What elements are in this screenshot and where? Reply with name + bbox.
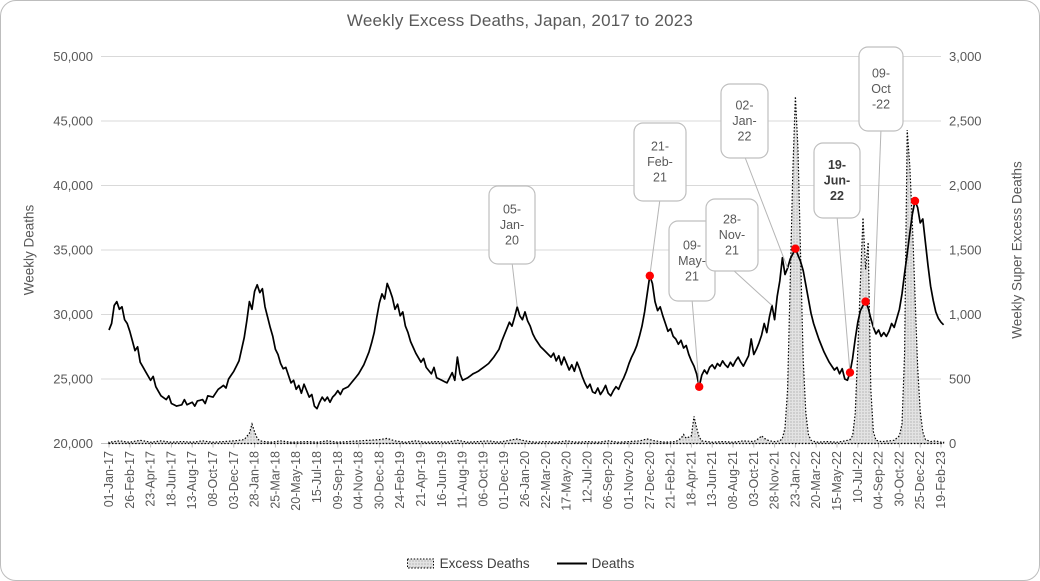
x-tick-label: 11-Aug-19 — [456, 451, 470, 508]
y-tick-label-left: 20,000 — [53, 436, 93, 451]
callout-label: 21-Feb-21 — [647, 140, 673, 185]
x-tick-label: 30-Dec-18 — [372, 451, 386, 509]
x-tick-label: 25-Mar-18 — [268, 451, 282, 509]
x-tick-label: 28-Jan-18 — [248, 451, 262, 507]
callout-label: 09-Oct -22 — [871, 67, 891, 112]
x-tick-label: 13-Aug-17 — [185, 451, 199, 509]
x-tick-label: 01-Dec-19 — [497, 451, 511, 509]
x-tick-label: 18-Jun-17 — [164, 451, 178, 507]
legend: Excess Deaths Deaths — [1, 556, 1039, 571]
marker-dot — [791, 244, 800, 253]
y-tick-label-right: 2,000 — [949, 178, 982, 193]
marker-dot — [861, 297, 870, 306]
x-tick-label: 13-Jun-21 — [705, 451, 719, 507]
x-tick-label: 21-Feb-21 — [664, 451, 678, 509]
x-tick-label: 15-Jul-18 — [310, 451, 324, 503]
deaths-line — [108, 200, 945, 410]
x-tick-label: 20-May-18 — [289, 451, 303, 511]
y-tick-label-left: 40,000 — [53, 178, 93, 193]
legend-label-deaths: Deaths — [591, 556, 635, 571]
x-tick-label: 25-Dec-22 — [913, 451, 927, 509]
x-tick-label: 26-Jan-20 — [518, 451, 532, 507]
x-tick-label: 26-Feb-17 — [123, 451, 137, 509]
excess-deaths-swatch — [406, 558, 434, 569]
x-tick-label: 23-Apr-17 — [144, 451, 158, 507]
x-tick-label: 08-Oct-17 — [206, 451, 220, 507]
callout-label: 28-Nov-21 — [719, 213, 745, 258]
x-tick-label: 12-Jul-20 — [580, 451, 594, 503]
x-tick-label: 04-Nov-18 — [352, 451, 366, 509]
marker-dot — [845, 368, 855, 377]
x-tick-label: 19-Feb-23 — [934, 451, 948, 509]
callout — [858, 46, 904, 132]
callout — [813, 142, 861, 219]
marker-dot — [910, 196, 920, 206]
legend-item-excess-deaths: Excess Deaths — [406, 556, 530, 571]
x-tick-label: 06-Sep-20 — [601, 451, 615, 509]
y-tick-label-left: 35,000 — [53, 243, 93, 258]
x-tick-label: 01-Jan-17 — [102, 451, 116, 507]
x-tick-label: 22-Mar-20 — [539, 451, 553, 509]
callout-leader — [836, 215, 851, 373]
x-tick-label: 09-Sep-18 — [331, 451, 345, 509]
callout-leader — [872, 128, 882, 328]
x-tick-label: 16-Jun-19 — [435, 451, 449, 507]
callout-label: 05-Jan-20 — [500, 203, 524, 248]
x-tick-label: 23-Jan-22 — [788, 451, 802, 507]
x-tick-label: 18-Apr-21 — [684, 451, 698, 507]
x-tick-label: 28-Nov-21 — [768, 451, 782, 509]
legend-item-deaths: Deaths — [556, 556, 635, 571]
x-tick-label: 03-Dec-17 — [227, 451, 241, 509]
x-tick-label: 27-Dec-20 — [643, 451, 657, 509]
callout-leader — [731, 268, 773, 306]
x-tick-label: 03-Oct-21 — [747, 451, 761, 507]
y-tick-label-right: 1,500 — [949, 243, 982, 258]
y-tick-label-left: 25,000 — [53, 372, 93, 387]
y-tick-label-left: 50,000 — [53, 49, 93, 64]
x-tick-label: 10-Jul-22 — [851, 451, 865, 503]
callout-label: 09-May-21 — [678, 239, 706, 284]
x-tick-label: 08-Aug-21 — [726, 451, 740, 509]
y-tick-label-right: 1,000 — [949, 307, 982, 322]
x-tick-label: 06-Oct-19 — [476, 451, 490, 507]
marker-dot — [695, 382, 704, 391]
x-tick-label: 15-May-22 — [830, 451, 844, 511]
legend-label-excess-deaths: Excess Deaths — [439, 556, 530, 571]
marker-dot — [645, 271, 654, 280]
x-tick-label: 20-Mar-22 — [809, 451, 823, 509]
callout-leader — [511, 261, 518, 307]
callout — [633, 122, 687, 202]
x-tick-label: 17-May-20 — [560, 451, 574, 511]
callout-leader — [744, 155, 789, 269]
y-tick-label-right: 2,500 — [949, 114, 982, 129]
callout-label: 19-Jun-22 — [824, 158, 850, 203]
callout-leader — [691, 298, 700, 387]
excess-deaths-area — [108, 96, 945, 445]
callout-label: 02-Jan-22 — [732, 99, 756, 144]
x-tick-label: 21-Apr-19 — [414, 451, 428, 507]
callout — [720, 83, 769, 159]
x-tick-label: 24-Feb-19 — [393, 451, 407, 509]
deaths-swatch — [556, 562, 587, 565]
y-tick-label-right: 0 — [949, 436, 956, 451]
y-tick-label-right: 3,000 — [949, 49, 982, 64]
y-tick-label-left: 45,000 — [53, 114, 93, 129]
chart-title: Weekly Excess Deaths, Japan, 2017 to 202… — [346, 11, 694, 30]
y-tick-label-left: 30,000 — [53, 307, 93, 322]
x-tick-label: 30-Oct-22 — [892, 451, 906, 507]
callout-leader — [649, 198, 661, 276]
y-tick-label-right: 500 — [949, 372, 971, 387]
callout — [488, 185, 536, 265]
x-tick-label: 04-Sep-22 — [872, 451, 886, 509]
callout — [705, 198, 759, 272]
x-tick-label: 01-Nov-20 — [622, 451, 636, 509]
